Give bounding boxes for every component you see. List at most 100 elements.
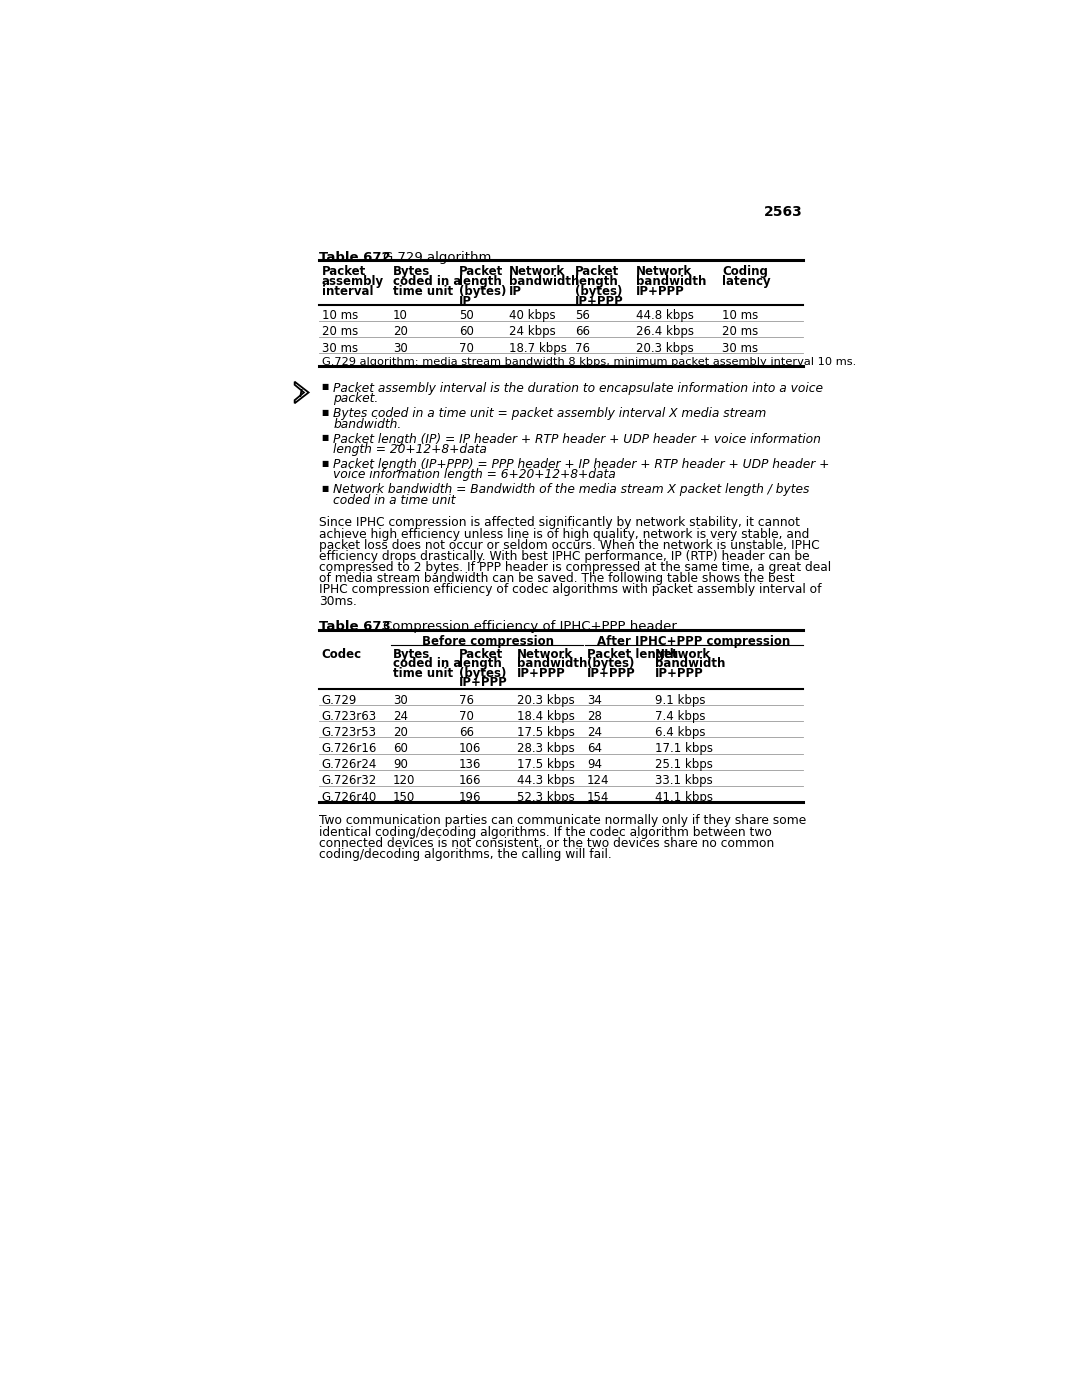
- Text: IP+PPP: IP+PPP: [586, 666, 635, 679]
- Text: (bytes): (bytes): [586, 658, 634, 671]
- Text: efficiency drops drastically. With best IPHC performance, IP (RTP) header can be: efficiency drops drastically. With best …: [320, 550, 810, 563]
- Text: 20.3 kbps: 20.3 kbps: [636, 342, 693, 355]
- Text: 40 kbps: 40 kbps: [510, 309, 556, 323]
- Text: 76: 76: [576, 342, 590, 355]
- Text: Packet: Packet: [322, 264, 366, 278]
- Text: Bytes: Bytes: [393, 264, 430, 278]
- Text: compressed to 2 bytes. If PPP header is compressed at the same time, a great dea: compressed to 2 bytes. If PPP header is …: [320, 562, 832, 574]
- Text: 10 ms: 10 ms: [322, 309, 359, 323]
- Text: bandwidth.: bandwidth.: [334, 418, 402, 430]
- Text: 120: 120: [393, 774, 416, 788]
- Text: Compression efficiency of IPHC+PPP header: Compression efficiency of IPHC+PPP heade…: [383, 620, 677, 633]
- Text: (bytes): (bytes): [459, 285, 507, 298]
- Text: 124: 124: [586, 774, 609, 788]
- Text: 64: 64: [586, 742, 602, 754]
- Text: 70: 70: [459, 342, 474, 355]
- Text: G.726r24: G.726r24: [322, 759, 377, 771]
- Text: 90: 90: [393, 759, 408, 771]
- Text: (bytes): (bytes): [576, 285, 622, 298]
- Text: voice information length = 6+20+12+8+data: voice information length = 6+20+12+8+dat…: [334, 468, 617, 482]
- Text: Packet length (IP+PPP) = PPP header + IP header + RTP header + UDP header +: Packet length (IP+PPP) = PPP header + IP…: [334, 458, 829, 471]
- Text: Packet assembly interval is the duration to encapsulate information into a voice: Packet assembly interval is the duration…: [334, 381, 823, 395]
- Text: 20 ms: 20 ms: [322, 326, 359, 338]
- Text: 30 ms: 30 ms: [322, 342, 357, 355]
- Text: 7.4 kbps: 7.4 kbps: [656, 710, 705, 722]
- Text: 56: 56: [576, 309, 590, 323]
- Text: achieve high efficiency unless line is of high quality, network is very stable, : achieve high efficiency unless line is o…: [320, 528, 810, 541]
- Text: G.726r32: G.726r32: [322, 774, 377, 788]
- Text: coded in a time unit: coded in a time unit: [334, 493, 456, 507]
- Text: IP+PPP: IP+PPP: [459, 676, 508, 689]
- Text: 24 kbps: 24 kbps: [510, 326, 556, 338]
- Text: IP+PPP: IP+PPP: [576, 295, 624, 307]
- Text: (bytes): (bytes): [459, 666, 507, 679]
- Text: of media stream bandwidth can be saved. The following table shows the best: of media stream bandwidth can be saved. …: [320, 573, 795, 585]
- Text: Network bandwidth = Bandwidth of the media stream X packet length / bytes: Network bandwidth = Bandwidth of the med…: [334, 483, 810, 496]
- Text: 26.4 kbps: 26.4 kbps: [636, 326, 693, 338]
- Text: length = 20+12+8+data: length = 20+12+8+data: [334, 443, 487, 455]
- Text: coded in a: coded in a: [393, 275, 461, 288]
- Text: coding/decoding algorithms, the calling will fail.: coding/decoding algorithms, the calling …: [320, 848, 612, 861]
- Text: 20 ms: 20 ms: [723, 326, 759, 338]
- Text: G.729 algorithm: media stream bandwidth 8 kbps, minimum packet assembly interval: G.729 algorithm: media stream bandwidth …: [322, 358, 856, 367]
- Text: 28.3 kbps: 28.3 kbps: [517, 742, 575, 754]
- Text: 30: 30: [393, 342, 408, 355]
- Text: ■: ■: [322, 433, 329, 443]
- Text: 6.4 kbps: 6.4 kbps: [656, 726, 705, 739]
- Text: bandwidth: bandwidth: [636, 275, 706, 288]
- Text: 17.5 kbps: 17.5 kbps: [517, 759, 575, 771]
- Text: Before compression: Before compression: [421, 636, 554, 648]
- Text: 66: 66: [576, 326, 590, 338]
- Text: packet.: packet.: [334, 393, 379, 405]
- Text: IP+PPP: IP+PPP: [517, 666, 566, 679]
- Text: 44.3 kbps: 44.3 kbps: [517, 774, 575, 788]
- Text: 28: 28: [586, 710, 602, 722]
- Text: ■: ■: [322, 383, 329, 391]
- Text: length: length: [576, 275, 618, 288]
- Text: Table 673: Table 673: [320, 620, 391, 633]
- Text: Bytes: Bytes: [393, 648, 430, 661]
- Text: Table 672: Table 672: [320, 251, 391, 264]
- Text: assembly: assembly: [322, 275, 383, 288]
- Text: 24: 24: [586, 726, 602, 739]
- Text: G.723r63: G.723r63: [322, 710, 377, 722]
- Text: Packet length (IP) = IP header + RTP header + UDP header + voice information: Packet length (IP) = IP header + RTP hea…: [334, 433, 821, 446]
- Text: length: length: [459, 658, 502, 671]
- Text: 94: 94: [586, 759, 602, 771]
- Text: 41.1 kbps: 41.1 kbps: [656, 791, 713, 803]
- Text: Coding: Coding: [723, 264, 768, 278]
- Text: IP: IP: [459, 295, 472, 307]
- Text: IPHC compression efficiency of codec algorithms with packet assembly interval of: IPHC compression efficiency of codec alg…: [320, 584, 822, 597]
- Text: 10: 10: [393, 309, 408, 323]
- Text: 18.7 kbps: 18.7 kbps: [510, 342, 567, 355]
- Text: Network: Network: [510, 264, 566, 278]
- Text: G.726r16: G.726r16: [322, 742, 377, 754]
- Text: G.726r40: G.726r40: [322, 791, 377, 803]
- Text: ■: ■: [322, 458, 329, 468]
- Text: IP: IP: [510, 285, 523, 298]
- Text: time unit: time unit: [393, 285, 454, 298]
- Text: G.729: G.729: [322, 693, 357, 707]
- Text: 20: 20: [393, 326, 408, 338]
- Text: G.723r53: G.723r53: [322, 726, 377, 739]
- Text: identical coding/decoding algorithms. If the codec algorithm between two: identical coding/decoding algorithms. If…: [320, 826, 772, 838]
- Text: latency: latency: [723, 275, 771, 288]
- Text: bandwidth: bandwidth: [510, 275, 580, 288]
- Text: 24: 24: [393, 710, 408, 722]
- Text: 70: 70: [459, 710, 474, 722]
- Text: IP+PPP: IP+PPP: [636, 285, 685, 298]
- Text: 20: 20: [393, 726, 408, 739]
- Text: 30ms.: 30ms.: [320, 595, 357, 608]
- Text: 30 ms: 30 ms: [723, 342, 758, 355]
- Text: 60: 60: [393, 742, 408, 754]
- Text: G.729 algorithm: G.729 algorithm: [383, 251, 491, 264]
- Text: 60: 60: [459, 326, 474, 338]
- Text: 150: 150: [393, 791, 416, 803]
- Text: 17.1 kbps: 17.1 kbps: [656, 742, 713, 754]
- Text: IP+PPP: IP+PPP: [656, 666, 704, 679]
- Text: 52.3 kbps: 52.3 kbps: [517, 791, 575, 803]
- Text: ■: ■: [322, 408, 329, 416]
- Text: Network: Network: [656, 648, 711, 661]
- Text: Two communication parties can communicate normally only if they share some: Two communication parties can communicat…: [320, 814, 807, 827]
- Text: Packet: Packet: [576, 264, 620, 278]
